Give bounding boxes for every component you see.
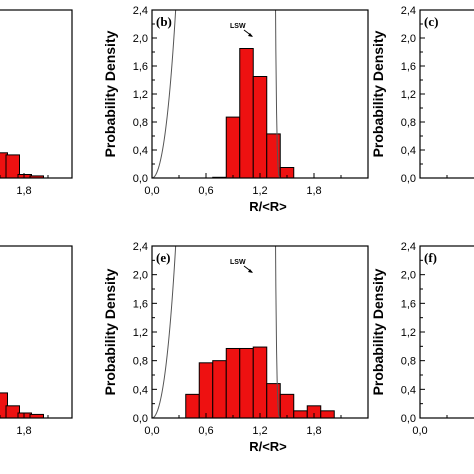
y-tick-label: 0,4 xyxy=(401,384,416,396)
histogram-bar xyxy=(185,393,200,419)
histogram-bar xyxy=(5,154,20,179)
y-tick-label: 0,0 xyxy=(133,173,148,185)
histogram-bar xyxy=(225,116,241,179)
plot-frame xyxy=(419,245,474,419)
plot-frame xyxy=(0,245,73,419)
x-axis-title: R/<R> xyxy=(249,199,287,214)
panel-label: (c) xyxy=(424,14,438,29)
x-tick-label: 1,8 xyxy=(306,185,321,197)
panel-4: 1,8 xyxy=(0,245,73,437)
y-tick-label: 0,0 xyxy=(401,413,416,425)
y-axis-title: Probability Density xyxy=(102,268,118,395)
y-tick-label: 0,8 xyxy=(401,356,416,368)
histogram-bar xyxy=(252,76,268,179)
x-tick-label: 1,8 xyxy=(16,425,31,437)
y-tick-label: 1,2 xyxy=(133,327,148,339)
histogram-bar xyxy=(239,48,254,179)
y-tick-label: 0,4 xyxy=(133,145,148,157)
histogram-bar xyxy=(198,362,214,419)
plot-frame xyxy=(0,9,73,179)
lsw-arrowhead xyxy=(248,33,253,37)
histogram-bar xyxy=(212,360,227,419)
x-tick-label: 0,0 xyxy=(144,425,159,437)
lsw-arrowhead xyxy=(248,269,253,273)
x-tick-label: 1,8 xyxy=(16,185,31,197)
histogram-bar xyxy=(5,405,20,419)
panel-2: LSW 0,0 0,4 0,8 1,2 1,6 2,0 2,4 0,0 0,6 1,2 1,8 (b) P… xyxy=(102,5,369,214)
x-tick-label: 0,0 xyxy=(144,185,159,197)
panel-3: 0,0 0,4 0,8 1,2 1,6 2,0 2,4 (c) Probability Dens… xyxy=(370,5,474,185)
x-tick-label: 1,2 xyxy=(252,425,267,437)
y-axis-title: Probability Density xyxy=(102,30,118,157)
y-tick-label: 1,2 xyxy=(401,89,416,101)
y-tick-label: 1,2 xyxy=(133,89,148,101)
lsw-label: LSW xyxy=(230,259,246,266)
histogram-bar xyxy=(279,393,295,419)
y-tick-label: 2,0 xyxy=(401,33,416,45)
y-tick-label: 2,0 xyxy=(133,270,148,282)
panel-label: (e) xyxy=(156,250,170,265)
y-axis-title: Probability Density xyxy=(370,268,386,395)
y-tick-label: 2,4 xyxy=(401,241,416,253)
y-tick-label: 1,6 xyxy=(133,298,148,310)
lsw-label: LSW xyxy=(230,23,246,30)
histogram-bar xyxy=(293,410,308,419)
y-tick-label: 1,2 xyxy=(401,327,416,339)
histogram-bar xyxy=(239,347,254,419)
histogram-bar xyxy=(17,412,32,419)
x-tick-label: 1,2 xyxy=(252,185,267,197)
y-tick-label: 0,8 xyxy=(133,356,148,368)
y-axis-title: Probability Density xyxy=(370,30,386,157)
y-tick-label: 0,0 xyxy=(401,173,416,185)
y-tick-label: 0,4 xyxy=(401,145,416,157)
y-tick-label: 1,6 xyxy=(133,61,148,73)
panel-1: 1,8 xyxy=(0,9,73,197)
x-tick-label: 1,8 xyxy=(306,425,321,437)
y-tick-label: 1,6 xyxy=(401,61,416,73)
y-tick-label: 2,0 xyxy=(401,270,416,282)
y-tick-label: 0,4 xyxy=(133,384,148,396)
y-tick-label: 0,0 xyxy=(133,413,148,425)
histogram-bar xyxy=(225,347,241,419)
y-tick-label: 0,8 xyxy=(133,117,148,129)
y-tick-label: 2,4 xyxy=(401,5,416,17)
x-tick-label: 0,6 xyxy=(198,185,213,197)
y-tick-label: 2,4 xyxy=(133,241,148,253)
x-tick-label: 0,6 xyxy=(198,425,213,437)
panel-label: (f) xyxy=(424,250,437,265)
y-tick-label: 2,4 xyxy=(133,5,148,17)
y-tick-label: 2,0 xyxy=(133,33,148,45)
histogram-bar xyxy=(320,410,335,419)
histogram-bar xyxy=(252,346,268,419)
x-tick-label: 0,0 xyxy=(412,425,427,437)
panel-5: LSW 0,0 0,4 0,8 1,2 1,6 2,0 2,4 0,0 0,6 1,2 1,8 (e) P… xyxy=(102,241,369,454)
y-tick-label: 0,8 xyxy=(401,117,416,129)
y-tick-label: 1,6 xyxy=(401,298,416,310)
panel-6: 0,0 0,4 0,8 1,2 1,6 2,0 2,4 0,0 (f) Probability D… xyxy=(370,241,474,437)
panel-label: (b) xyxy=(156,14,172,29)
plot-frame xyxy=(419,9,474,179)
x-axis-title: R/<R> xyxy=(249,439,287,454)
